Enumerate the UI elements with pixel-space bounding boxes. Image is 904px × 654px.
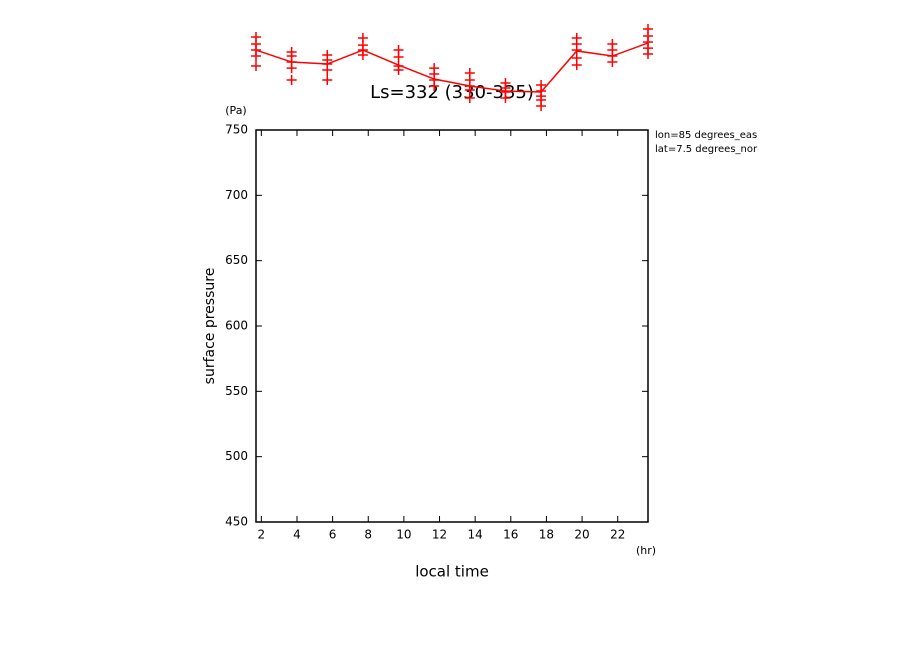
y-axis-label: surface pressure <box>202 268 218 385</box>
marker <box>536 100 547 111</box>
x-tick-label: 8 <box>364 528 372 542</box>
marker <box>500 92 511 103</box>
x-tick-label: 18 <box>539 528 554 542</box>
y-tick-label: 450 <box>225 515 248 529</box>
marker <box>322 65 333 76</box>
y-unit: (Pa) <box>225 104 246 117</box>
y-tick-label: 500 <box>225 449 248 463</box>
marker <box>393 65 404 76</box>
x-tick-label: 22 <box>610 528 625 542</box>
marker <box>464 92 475 103</box>
plot-frame <box>255 129 649 523</box>
x-tick-label: 6 <box>329 528 337 542</box>
x-axis-label: local time <box>415 563 489 581</box>
marker <box>393 51 404 62</box>
marker <box>571 60 582 71</box>
x-unit: (hr) <box>636 544 656 557</box>
marker <box>286 74 297 85</box>
y-tick-label: 750 <box>225 123 248 137</box>
marker <box>429 80 440 91</box>
y-tick-label: 650 <box>225 253 248 267</box>
y-tick-label: 550 <box>225 384 248 398</box>
marker <box>607 57 618 68</box>
x-tick-label: 14 <box>468 528 483 542</box>
x-tick-label: 2 <box>258 528 266 542</box>
data-line <box>255 42 649 93</box>
marker <box>251 51 261 62</box>
y-tick-label: 700 <box>225 188 248 202</box>
marker <box>286 63 297 74</box>
x-tick-label: 10 <box>396 528 411 542</box>
marker <box>357 49 368 60</box>
marker <box>251 60 261 71</box>
x-tick-label: 4 <box>293 528 301 542</box>
marker <box>643 48 653 59</box>
marker <box>322 74 333 85</box>
x-tick-label: 20 <box>574 528 589 542</box>
chart-title: Ls=332 (330-335) <box>370 82 534 103</box>
annotation: lat=7.5 degrees_nor <box>655 144 758 155</box>
y-tick-label: 600 <box>225 319 248 333</box>
x-tick-label: 12 <box>432 528 447 542</box>
x-tick-label: 16 <box>503 528 518 542</box>
annotation: lon=85 degrees_eas <box>655 130 757 141</box>
